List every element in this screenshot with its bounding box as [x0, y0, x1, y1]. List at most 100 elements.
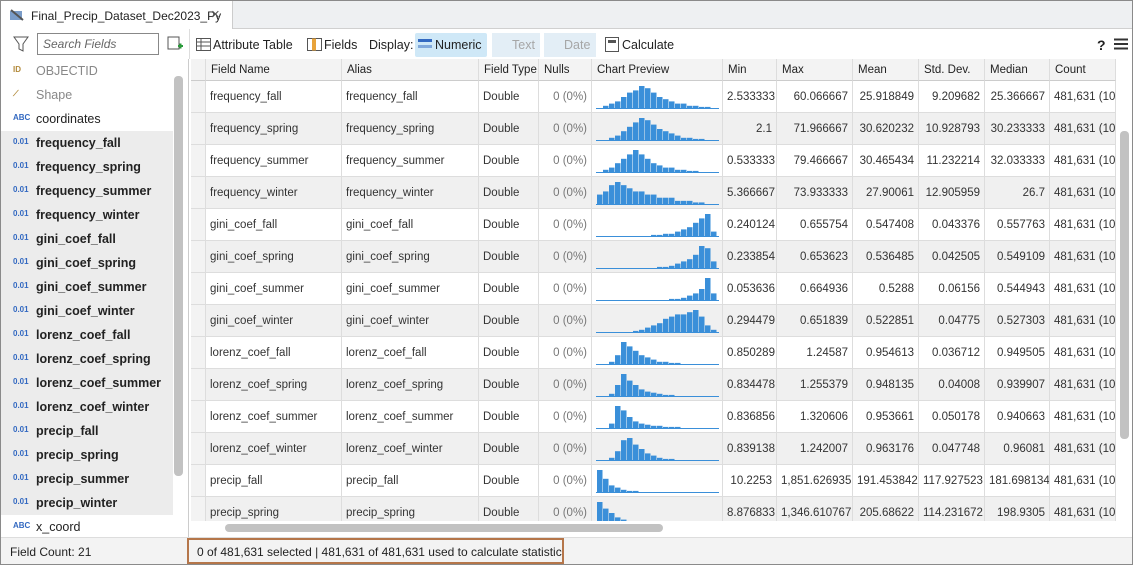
grid-cell[interactable]: gini_coef_winter — [206, 305, 342, 337]
field-list-item[interactable]: ABC x_coord — [1, 515, 173, 537]
grid-cell[interactable]: 9.209682 — [919, 81, 985, 113]
grid-cell[interactable]: gini_coef_summer — [206, 273, 342, 305]
grid-cell[interactable]: 26.7 — [985, 177, 1050, 209]
grid-cell[interactable]: 32.033333 — [985, 145, 1050, 177]
grid-cell[interactable]: 0.5288 — [853, 273, 919, 305]
grid-cell[interactable]: 11.232214 — [919, 145, 985, 177]
field-list-item[interactable]: 0.01 precip_winter — [1, 491, 173, 515]
attribute-table-button[interactable]: Attribute Table — [213, 38, 293, 52]
field-list-item[interactable]: ABC coordinates — [1, 107, 173, 131]
grid-cell[interactable]: 0 (0%) — [539, 177, 592, 209]
field-list-item[interactable]: 0.01 lorenz_coef_winter — [1, 395, 173, 419]
grid-cell[interactable]: lorenz_coef_spring — [206, 369, 342, 401]
grid-cell[interactable]: 0 (0%) — [539, 369, 592, 401]
grid-cell[interactable]: 0.953661 — [853, 401, 919, 433]
field-list-item[interactable]: 0.01 gini_coef_fall — [1, 227, 173, 251]
grid-cell[interactable]: Double — [479, 209, 539, 241]
field-list-item[interactable]: 0.01 frequency_summer — [1, 179, 173, 203]
grid-cell[interactable]: frequency_winter — [342, 177, 479, 209]
grid-cell[interactable]: 198.9305 — [985, 497, 1050, 521]
field-list-item[interactable]: ID OBJECTID — [1, 59, 173, 83]
grid-cell[interactable]: 0.06156 — [919, 273, 985, 305]
grid-cell[interactable]: 0.527303 — [985, 305, 1050, 337]
close-tab[interactable]: × — [211, 6, 220, 23]
field-list-item[interactable]: ⟋ Shape — [1, 83, 173, 107]
grid-cell[interactable]: Double — [479, 145, 539, 177]
grid-cell[interactable]: 0 (0%) — [539, 113, 592, 145]
grid-cell[interactable]: 481,631 (100%) — [1050, 145, 1116, 177]
grid-cell[interactable]: gini_coef_fall — [206, 209, 342, 241]
grid-cell[interactable]: Double — [479, 81, 539, 113]
list-scrollbar[interactable] — [174, 76, 183, 476]
help-button[interactable]: ? — [1097, 37, 1106, 53]
grid-cell[interactable]: Double — [479, 401, 539, 433]
grid-cell[interactable]: 0.053636 — [723, 273, 777, 305]
grid-cell[interactable]: 0.954613 — [853, 337, 919, 369]
search-fields[interactable]: Search Fields — [37, 33, 159, 55]
grid-cell[interactable]: 481,631 (100%) — [1050, 241, 1116, 273]
column-header[interactable]: Min — [723, 59, 777, 81]
grid-cell[interactable]: Double — [479, 177, 539, 209]
grid-cell[interactable]: 1.255379 — [777, 369, 853, 401]
grid-cell[interactable]: precip_spring — [206, 497, 342, 521]
column-header[interactable]: Chart Preview — [592, 59, 723, 81]
column-header[interactable]: Median — [985, 59, 1050, 81]
grid-cell[interactable]: 0.047748 — [919, 433, 985, 465]
field-list-item[interactable]: 0.01 frequency_fall — [1, 131, 173, 155]
grid-cell[interactable]: gini_coef_fall — [342, 209, 479, 241]
grid-cell[interactable]: precip_fall — [206, 465, 342, 497]
grid-cell[interactable]: Double — [479, 241, 539, 273]
column-header[interactable]: Nulls — [539, 59, 592, 81]
grid-cell[interactable]: 79.466667 — [777, 145, 853, 177]
grid-cell[interactable]: 481,631 (100%) — [1050, 401, 1116, 433]
field-list-item[interactable]: 0.01 precip_spring — [1, 443, 173, 467]
grid-cell[interactable]: 0.939907 — [985, 369, 1050, 401]
grid-cell[interactable]: 0.557763 — [985, 209, 1050, 241]
grid-cell[interactable]: 30.465434 — [853, 145, 919, 177]
grid-cell[interactable]: 481,631 (100%) — [1050, 433, 1116, 465]
grid-cell[interactable]: lorenz_coef_fall — [342, 337, 479, 369]
field-list-item[interactable]: 0.01 gini_coef_spring — [1, 251, 173, 275]
column-header[interactable]: Alias — [342, 59, 479, 81]
grid-cell[interactable]: frequency_spring — [206, 113, 342, 145]
grid-cell[interactable]: 481,631 (100%) — [1050, 81, 1116, 113]
grid-cell[interactable]: 0.294479 — [723, 305, 777, 337]
grid-cell[interactable]: 12.905959 — [919, 177, 985, 209]
grid-cell[interactable]: 0 (0%) — [539, 273, 592, 305]
grid-cell[interactable]: Double — [479, 465, 539, 497]
grid-cell[interactable]: 73.933333 — [777, 177, 853, 209]
grid-cell[interactable]: 205.68622 — [853, 497, 919, 521]
grid-cell[interactable]: 481,631 (100%) — [1050, 305, 1116, 337]
grid-cell[interactable]: frequency_summer — [206, 145, 342, 177]
date-button[interactable]: Date — [544, 33, 596, 57]
grid-cell[interactable]: 0.04008 — [919, 369, 985, 401]
text-button[interactable]: Text — [492, 33, 540, 57]
column-header[interactable]: Field Type — [479, 59, 539, 81]
grid-cell[interactable]: 0.036712 — [919, 337, 985, 369]
calculate-button[interactable]: Calculate — [622, 38, 675, 52]
grid-cell[interactable]: 0.04775 — [919, 305, 985, 337]
grid-cell[interactable]: 0.948135 — [853, 369, 919, 401]
field-list-item[interactable]: 0.01 lorenz_coef_spring — [1, 347, 173, 371]
grid-cell[interactable]: 0.050178 — [919, 401, 985, 433]
grid-cell[interactable]: 481,631 (100%) — [1050, 497, 1116, 521]
numeric-button[interactable]: Numeric — [415, 33, 487, 57]
grid-cell[interactable]: gini_coef_winter — [342, 305, 479, 337]
grid-cell[interactable]: 0 (0%) — [539, 433, 592, 465]
grid-cell[interactable]: 0 (0%) — [539, 337, 592, 369]
grid-cell[interactable]: 0.836856 — [723, 401, 777, 433]
grid-cell[interactable]: 481,631 (100%) — [1050, 113, 1116, 145]
grid-cell[interactable]: 0.850289 — [723, 337, 777, 369]
grid-horizontal-scrollbar[interactable] — [225, 524, 663, 532]
field-list-item[interactable]: 0.01 precip_fall — [1, 419, 173, 443]
grid-cell[interactable]: 30.620232 — [853, 113, 919, 145]
grid-cell[interactable]: 481,631 (100%) — [1050, 177, 1116, 209]
grid-cell[interactable]: 191.453842 — [853, 465, 919, 497]
grid-cell[interactable]: 481,631 (100%) — [1050, 209, 1116, 241]
column-header[interactable]: Count — [1050, 59, 1116, 81]
grid-cell[interactable]: 481,631 (100%) — [1050, 465, 1116, 497]
grid-cell[interactable]: gini_coef_summer — [342, 273, 479, 305]
grid-cell[interactable]: 0.522851 — [853, 305, 919, 337]
grid-cell[interactable]: 1.242007 — [777, 433, 853, 465]
grid-cell[interactable]: 0 (0%) — [539, 305, 592, 337]
